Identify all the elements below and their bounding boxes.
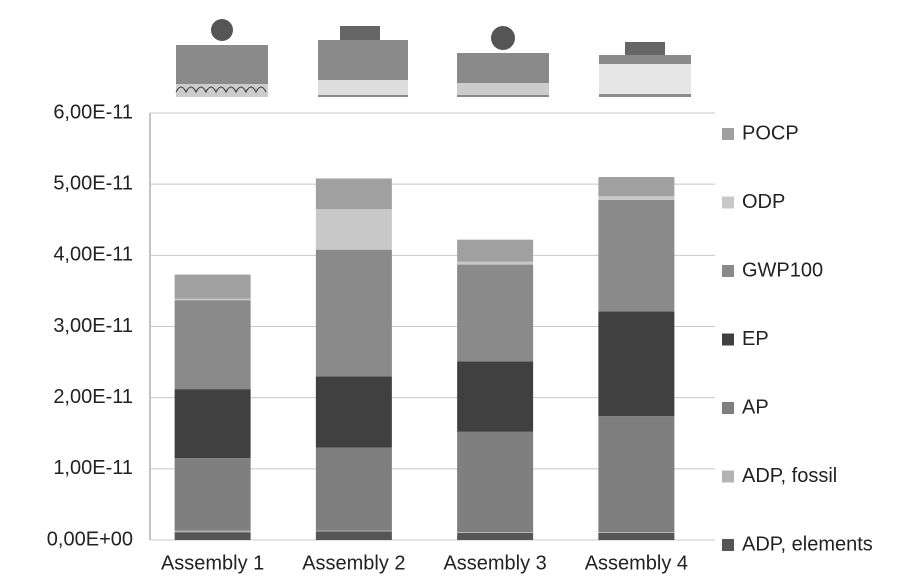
bar-segment: [316, 209, 392, 250]
legend-swatch: [722, 197, 734, 209]
y-tick-label: 2,00E-11: [53, 386, 133, 408]
bar-segment: [316, 447, 392, 530]
legend-swatch: [722, 402, 734, 414]
bar-segment: [457, 262, 533, 265]
x-tick-label: Assembly 1: [161, 552, 264, 574]
assembly-illustrations: [176, 19, 691, 97]
bar-segment: [175, 458, 251, 531]
bar-segment: [598, 196, 674, 200]
bar-segment: [316, 376, 392, 447]
legend-label: GWP100: [742, 259, 823, 281]
bar-segment: [175, 531, 251, 532]
legend-swatch: [722, 539, 734, 551]
bar-segment: [598, 532, 674, 533]
legend-swatch: [722, 334, 734, 346]
y-tick-label: 4,00E-11: [53, 244, 133, 266]
legend-label: EP: [742, 328, 769, 350]
bar-segment: [598, 312, 674, 417]
legend-swatch: [722, 128, 734, 140]
x-tick-label: Assembly 4: [585, 552, 688, 574]
y-tick-label: 0,00E+00: [47, 528, 133, 550]
y-tick-label: 5,00E-11: [53, 172, 133, 194]
bar-segment: [316, 531, 392, 532]
bar-segment: [598, 533, 674, 540]
bar-segment: [316, 531, 392, 540]
bar-segment: [598, 416, 674, 532]
x-tick-label: Assembly 2: [302, 552, 405, 574]
bar-segment: [457, 532, 533, 533]
bar-segment: [457, 533, 533, 540]
bar-segment: [175, 275, 251, 299]
legend-label: ODP: [742, 191, 785, 213]
bar-segment: [175, 389, 251, 458]
bar-segment: [316, 178, 392, 209]
legend-label: AP: [742, 396, 769, 418]
bar-segment: [457, 361, 533, 431]
y-tick-label: 3,00E-11: [53, 315, 133, 337]
y-tick-label: 1,00E-11: [53, 457, 133, 479]
bar-segment: [598, 200, 674, 312]
bar-segment: [316, 250, 392, 377]
legend-label: POCP: [742, 122, 799, 144]
bar-segment: [457, 432, 533, 532]
x-tick-label: Assembly 3: [443, 552, 546, 574]
bar-segment: [457, 240, 533, 262]
legend-label: ADP, elements: [742, 533, 873, 555]
bar-segment: [175, 300, 251, 389]
bar-segment: [598, 177, 674, 196]
bar-segment: [175, 299, 251, 300]
legend-swatch: [722, 265, 734, 277]
legend-swatch: [722, 471, 734, 483]
bar-segment: [457, 265, 533, 362]
y-tick-label: 6,00E-11: [53, 101, 133, 123]
legend-label: ADP, fossil: [742, 465, 837, 487]
bar-segment: [175, 532, 251, 540]
chart: 0,00E+00 1,00E-11 2,00E-11 3,00E-11 4,00E-11…: [0, 0, 923, 581]
